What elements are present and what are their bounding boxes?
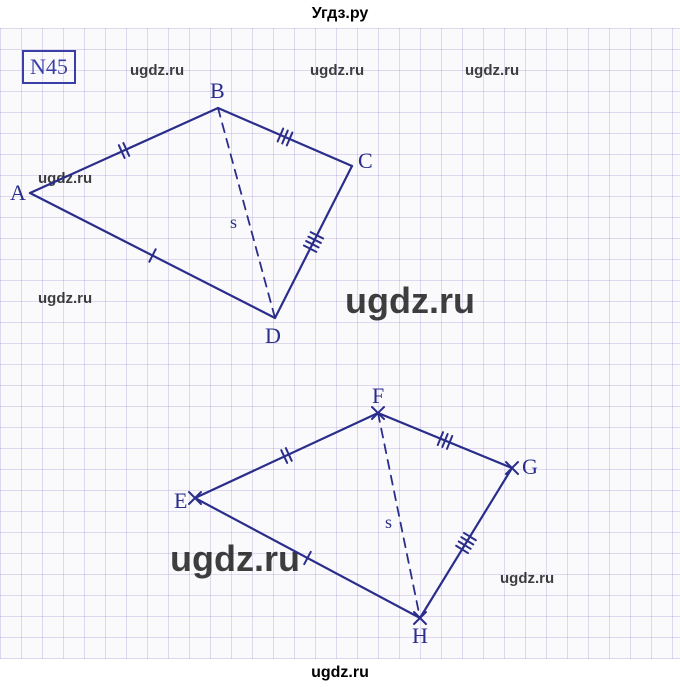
svg-text:C: C bbox=[358, 148, 373, 173]
footer-bar: ugdz.ru bbox=[0, 659, 680, 687]
svg-text:H: H bbox=[412, 623, 428, 648]
svg-text:s: s bbox=[230, 212, 237, 232]
svg-text:G: G bbox=[522, 454, 538, 479]
geometry-drawing: s A B C Ds E F G H bbox=[0, 28, 680, 659]
svg-text:D: D bbox=[265, 323, 281, 348]
page: Угдз.ру N45 ugdz.ruugdz.ruugdz.ruugdz.ru… bbox=[0, 0, 680, 687]
footer-text: ugdz.ru bbox=[311, 664, 369, 681]
svg-text:F: F bbox=[372, 383, 384, 408]
header-text: Угдз.ру bbox=[312, 5, 369, 22]
header-bar: Угдз.ру bbox=[0, 0, 680, 28]
svg-text:E: E bbox=[174, 488, 187, 513]
svg-text:A: A bbox=[10, 180, 26, 205]
svg-text:B: B bbox=[210, 78, 225, 103]
svg-text:s: s bbox=[385, 512, 392, 532]
